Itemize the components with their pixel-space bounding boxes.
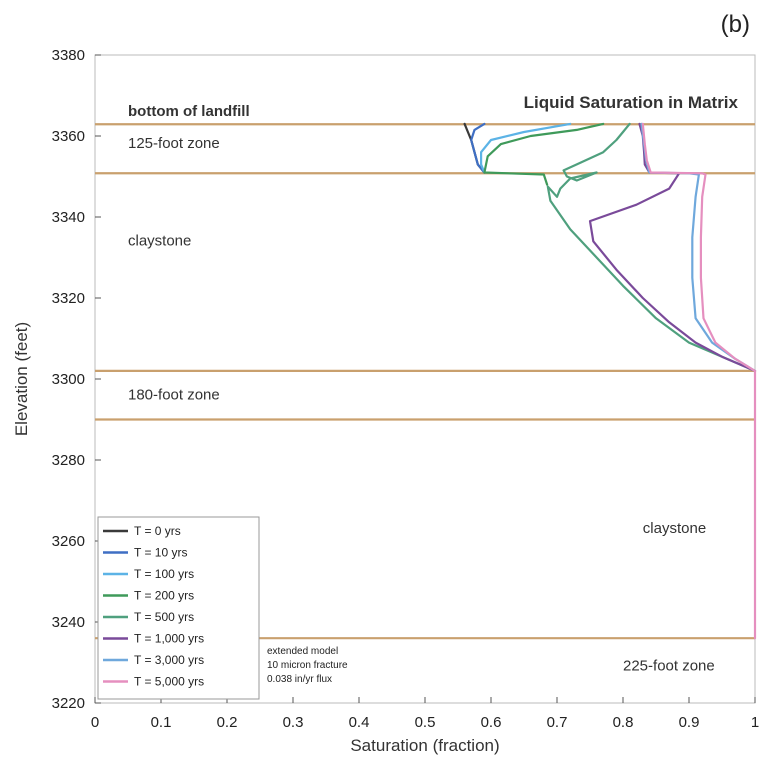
- x-axis-title: Saturation (fraction): [350, 736, 499, 755]
- x-tick-label: 0: [91, 714, 99, 731]
- note-line: extended model: [267, 646, 338, 657]
- zone-label: bottom of landfill: [128, 103, 250, 120]
- note-line: 0.038 in/yr flux: [267, 674, 332, 685]
- legend-label: T = 3,000 yrs: [134, 653, 204, 667]
- y-tick-label: 3320: [52, 290, 85, 307]
- zone-label: 125-foot zone: [128, 135, 220, 152]
- series-line: [641, 122, 757, 640]
- y-tick-label: 3380: [52, 47, 85, 64]
- zone-label: claystone: [128, 232, 191, 249]
- x-tick-label: 0.3: [283, 714, 304, 731]
- panel-label: (b): [721, 11, 750, 38]
- legend-label: T = 10 yrs: [134, 546, 187, 560]
- series-line: [470, 122, 486, 174]
- x-tick-label: 0.4: [349, 714, 370, 731]
- x-tick-label: 0.1: [151, 714, 172, 731]
- y-tick-label: 3220: [52, 695, 85, 712]
- legend-label: T = 0 yrs: [134, 524, 181, 538]
- x-tick-label: 0.5: [415, 714, 436, 731]
- x-tick-label: 0.7: [547, 714, 568, 731]
- y-tick-label: 3340: [52, 209, 85, 226]
- series-line: [588, 122, 757, 372]
- x-tick-label: 1: [751, 714, 759, 731]
- y-tick-label: 3240: [52, 614, 85, 631]
- legend-label: T = 200 yrs: [134, 589, 194, 603]
- x-tick-label: 0.8: [613, 714, 634, 731]
- series-line: [483, 122, 605, 186]
- legend-label: T = 500 yrs: [134, 610, 194, 624]
- series-line: [546, 122, 757, 372]
- legend: T = 0 yrs T = 10 yrs T = 100 yrs T = 200 yr…: [97, 516, 260, 700]
- y-tick-label: 3260: [52, 533, 85, 550]
- series-line: [640, 122, 757, 372]
- x-tick-label: 0.2: [217, 714, 238, 731]
- zone-label: claystone: [643, 520, 706, 537]
- y-tick-label: 3280: [52, 452, 85, 469]
- y-tick-label: 3300: [52, 371, 85, 388]
- y-tick-label: 3360: [52, 128, 85, 145]
- series-lines: [463, 122, 757, 640]
- model-note: extended model 10 micron fracture 0.038 in…: [267, 646, 348, 685]
- legend-box: [97, 516, 260, 700]
- note-line: 10 micron fracture: [267, 660, 348, 671]
- y-axis: 3220 3240 3260 3280 3300 3320 3340 3360 3380: [52, 47, 101, 712]
- x-tick-label: 0.6: [481, 714, 502, 731]
- x-tick-label: 0.9: [679, 714, 700, 731]
- chart-title: Liquid Saturation in Matrix: [524, 93, 739, 112]
- zone-labels: bottom of landfill 125-foot zone claystone…: [128, 103, 715, 675]
- y-axis-title: Elevation (feet): [12, 322, 31, 436]
- x-axis: 0 0.1 0.2 0.3 0.4 0.5 0.6 0.7 0.8 0.9 1: [91, 697, 759, 731]
- legend-label: T = 1,000 yrs: [134, 632, 204, 646]
- legend-label: T = 100 yrs: [134, 567, 194, 581]
- zone-label: 225-foot zone: [623, 658, 715, 675]
- zone-label: 180-foot zone: [128, 386, 220, 403]
- legend-label: T = 5,000 yrs: [134, 675, 204, 689]
- series-line: [480, 122, 572, 174]
